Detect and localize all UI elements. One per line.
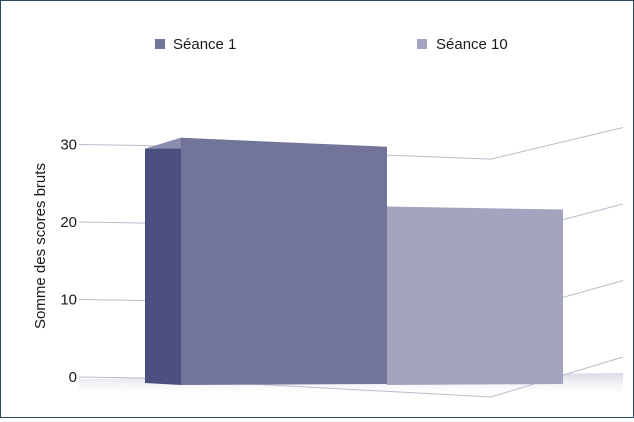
legend-swatch-seance-1 — [155, 39, 165, 49]
bar-seance-1 — [145, 137, 387, 385]
bars — [145, 137, 563, 385]
y-axis-ticks: 0 10 20 30 — [60, 137, 77, 387]
legend-label-seance-1: Séance 1 — [173, 36, 236, 53]
y-tick-label: 30 — [60, 137, 77, 154]
bar-front-face — [181, 137, 387, 385]
bar-seance-10 — [387, 206, 563, 385]
y-tick-label: 10 — [60, 292, 77, 309]
y-tick-label: 20 — [60, 214, 77, 231]
bar-front-face — [387, 206, 563, 385]
legend-swatch-seance-10 — [417, 39, 427, 49]
y-tick-label: 0 — [69, 369, 77, 386]
y-axis-title: Somme des scores bruts — [32, 163, 49, 329]
legend: Séance 1 Séance 10 — [155, 36, 508, 53]
bar-side-face — [145, 137, 181, 385]
legend-label-seance-10: Séance 10 — [436, 36, 508, 53]
